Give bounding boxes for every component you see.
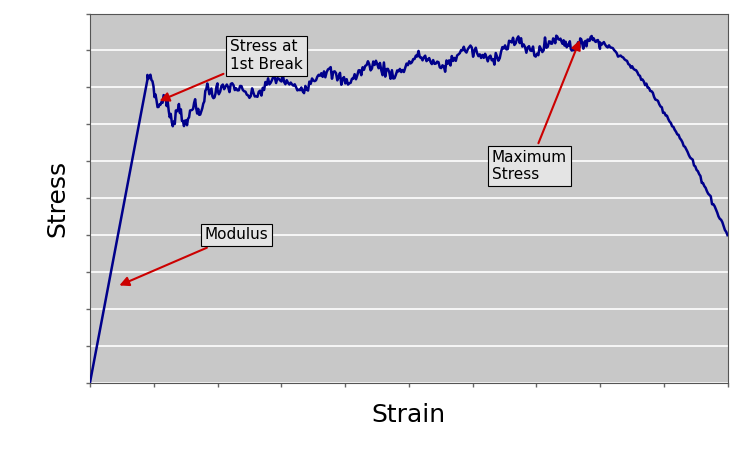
Text: Maximum
Stress: Maximum Stress — [492, 42, 580, 182]
X-axis label: Strain: Strain — [372, 403, 446, 427]
Text: Stress at
1st Break: Stress at 1st Break — [162, 39, 303, 101]
Text: Modulus: Modulus — [122, 227, 268, 285]
Y-axis label: Stress: Stress — [46, 159, 70, 237]
